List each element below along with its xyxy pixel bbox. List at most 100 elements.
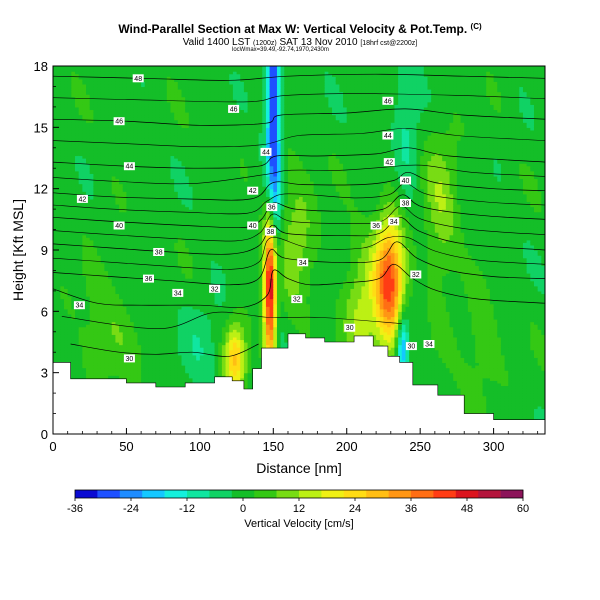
field-cell <box>177 227 183 231</box>
field-cell <box>104 170 109 174</box>
field-cell <box>155 201 161 205</box>
field-cell <box>170 239 175 243</box>
field-cell <box>108 204 113 208</box>
field-cell <box>148 262 153 266</box>
field-cell <box>97 66 102 70</box>
field-cell <box>75 76 80 80</box>
field-cell <box>71 311 76 315</box>
field-cell <box>86 375 91 379</box>
field-cell <box>67 342 72 346</box>
subtitle-forecast: [18hrf cst@2200z] <box>360 40 418 47</box>
field-cell <box>67 91 72 95</box>
subtitle-valid: Valid 1400 LST <box>182 37 251 48</box>
field-cell <box>67 349 72 353</box>
field-cell <box>148 183 153 187</box>
field-cell <box>78 117 83 121</box>
field-cell <box>155 96 161 100</box>
field-cell <box>93 66 98 70</box>
field-cell <box>115 78 120 82</box>
field-cell <box>64 324 69 328</box>
field-cell <box>67 255 72 259</box>
field-cell <box>86 367 91 371</box>
field-cell <box>119 283 124 287</box>
field-cell <box>111 270 117 274</box>
field-cell <box>163 201 168 205</box>
field-cell <box>126 262 131 266</box>
field-cell <box>53 342 58 346</box>
field-cell <box>82 285 87 289</box>
field-cell <box>155 336 161 341</box>
field-cell <box>89 96 94 100</box>
field-cell <box>56 298 61 302</box>
field-cell <box>100 81 105 85</box>
field-cell <box>152 280 157 284</box>
field-cell <box>82 142 87 146</box>
field-cell <box>78 181 83 185</box>
field-cell <box>115 96 120 100</box>
field-cell <box>104 275 109 279</box>
field-cell <box>177 198 183 203</box>
field-cell <box>170 137 175 141</box>
field-cell <box>89 260 94 264</box>
field-cell <box>64 181 69 185</box>
field-cell <box>148 83 153 88</box>
field-cell <box>86 290 91 295</box>
field-cell <box>78 288 83 292</box>
field-cell <box>133 370 139 374</box>
field-cell <box>166 175 172 180</box>
field-cell <box>64 242 69 246</box>
field-cell <box>71 306 76 310</box>
field-cell <box>130 273 135 277</box>
field-cell <box>71 339 76 343</box>
field-cell <box>86 372 91 376</box>
field-cell <box>115 319 120 323</box>
field-cell <box>78 347 83 351</box>
field-cell <box>71 255 76 259</box>
field-cell <box>93 267 98 272</box>
field-cell <box>86 170 91 174</box>
field-cell <box>141 242 146 246</box>
field-cell <box>126 352 131 356</box>
field-cell <box>163 313 168 318</box>
field-cell <box>130 209 135 213</box>
field-cell <box>111 283 117 287</box>
field-cell <box>155 160 161 164</box>
field-cell <box>159 359 164 364</box>
field-cell <box>64 354 69 358</box>
field-cell <box>163 155 168 159</box>
field-cell <box>163 267 168 272</box>
field-cell <box>104 365 109 369</box>
field-cell <box>86 336 91 341</box>
field-cell <box>60 321 65 325</box>
field-cell <box>78 224 83 228</box>
field-cell <box>104 336 109 341</box>
field-cell <box>53 296 58 300</box>
field-cell <box>108 316 113 320</box>
field-cell <box>71 206 76 210</box>
field-cell <box>67 101 72 105</box>
field-cell <box>163 94 168 98</box>
field-cell <box>163 221 168 226</box>
field-cell <box>97 301 102 305</box>
field-cell <box>141 160 146 164</box>
field-cell <box>86 160 91 164</box>
field-cell <box>100 99 105 103</box>
field-cell <box>56 219 61 223</box>
field-cell <box>60 237 65 241</box>
field-cell <box>122 181 128 185</box>
field-cell <box>122 209 128 213</box>
field-cell <box>155 186 161 190</box>
field-cell <box>122 298 128 302</box>
field-cell <box>104 211 109 215</box>
field-cell <box>137 168 142 172</box>
field-cell <box>78 313 83 318</box>
field-cell <box>126 183 131 187</box>
field-cell <box>75 188 80 192</box>
field-cell <box>148 339 153 343</box>
field-cell <box>71 214 76 218</box>
field-cell <box>115 101 120 105</box>
field-cell <box>111 114 117 118</box>
field-cell <box>133 296 139 300</box>
field-cell <box>148 267 153 272</box>
field-cell <box>100 129 105 134</box>
